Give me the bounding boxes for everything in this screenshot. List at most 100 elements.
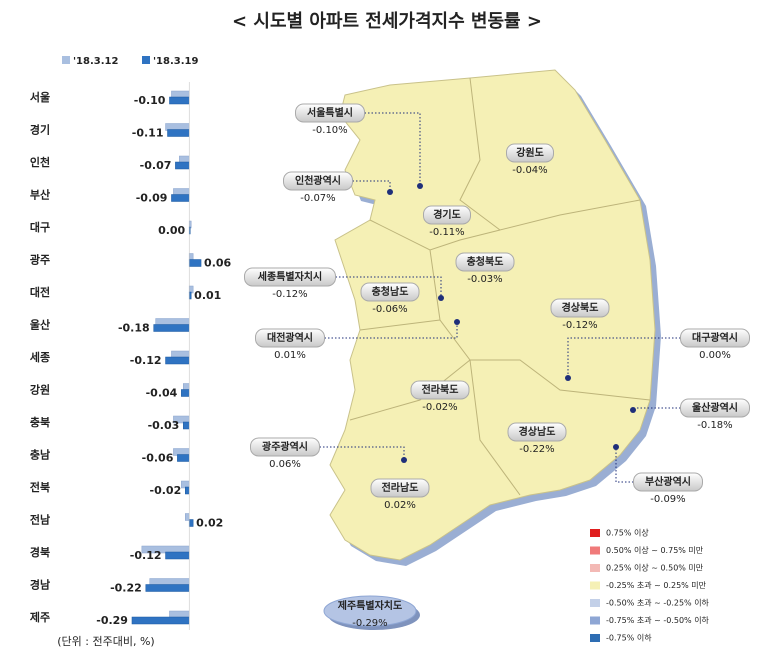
location-dot xyxy=(417,183,423,189)
category-label: 충남 xyxy=(30,448,50,462)
value-label: 0.01 xyxy=(194,289,221,302)
region-name: 경상남도 xyxy=(519,425,556,438)
region-name: 전라북도 xyxy=(422,383,459,396)
legend-label: -0.75% 이하 xyxy=(606,633,652,643)
region-box xyxy=(507,422,567,442)
region-value: -0.12% xyxy=(272,289,307,300)
legend-swatch xyxy=(142,56,150,64)
unit-note: (단위 : 전주대비, %) xyxy=(57,635,154,648)
value-label: -0.18 xyxy=(118,322,150,335)
region-value: -0.10% xyxy=(312,125,347,136)
legend-label: 0.75% 이상 xyxy=(606,528,649,538)
region-value: -0.12% xyxy=(562,320,597,331)
region-box xyxy=(244,267,336,287)
region-box xyxy=(680,398,750,418)
korea-map xyxy=(323,69,661,630)
leader-line xyxy=(364,112,421,186)
category-label: 대구 xyxy=(30,220,50,234)
region-box xyxy=(680,328,750,348)
region-name: 인천광역시 xyxy=(295,174,341,187)
bar xyxy=(185,486,190,495)
value-label: -0.10 xyxy=(134,94,166,107)
category-label: 경북 xyxy=(30,545,50,559)
bar xyxy=(169,96,190,105)
legend-swatch xyxy=(590,599,600,607)
region-value: -0.22% xyxy=(519,444,554,455)
region-name: 전라남도 xyxy=(382,481,419,494)
legend-swatch xyxy=(62,56,70,64)
legend-label: -0.25% 초과 ~ 0.25% 미만 xyxy=(606,581,707,590)
bar xyxy=(165,356,190,365)
region-name: 서울특별시 xyxy=(307,106,353,119)
region-name: 경기도 xyxy=(433,208,461,221)
region-value: -0.04% xyxy=(512,165,547,176)
category-label: 울산 xyxy=(30,318,50,332)
region-value: 0.00% xyxy=(699,350,731,361)
category-label: 광주 xyxy=(30,254,50,267)
region-value: -0.03% xyxy=(467,274,502,285)
legend-swatch xyxy=(590,529,600,537)
region-name: 부산광역시 xyxy=(645,475,691,488)
leader-line xyxy=(319,446,405,460)
region-value: -0.29% xyxy=(352,618,387,629)
bar xyxy=(171,194,190,202)
leader-line xyxy=(567,337,681,378)
bar xyxy=(185,513,190,521)
bar xyxy=(175,161,190,170)
legend-swatch xyxy=(590,634,600,642)
value-label: -0.22 xyxy=(110,582,142,595)
region-value: -0.18% xyxy=(697,420,732,431)
legend-swatch xyxy=(590,581,600,590)
value-label: 0.06 xyxy=(204,257,231,270)
region-value: 0.06% xyxy=(269,459,301,470)
category-label: 경기 xyxy=(30,123,50,137)
location-dot xyxy=(387,189,393,195)
value-label: 0.00 xyxy=(158,224,185,237)
region-value: 0.02% xyxy=(384,500,416,511)
location-dot xyxy=(565,375,571,381)
legend-label: '18.3.19 xyxy=(153,56,198,67)
region-box xyxy=(250,437,320,457)
leader-line xyxy=(615,447,634,483)
category-label: 경남 xyxy=(30,578,50,592)
category-label: 세종 xyxy=(30,350,50,364)
region-box xyxy=(423,205,471,225)
region-name: 광주광역시 xyxy=(262,440,308,453)
value-label: -0.02 xyxy=(150,484,182,497)
region-name: 경상북도 xyxy=(562,301,599,314)
region-name: 충청북도 xyxy=(467,255,504,268)
region-box xyxy=(455,252,515,272)
location-dot xyxy=(454,319,460,325)
legend-label: -0.75% 초과 ~ -0.50% 이하 xyxy=(606,615,710,625)
bar xyxy=(131,616,190,625)
value-label: -0.07 xyxy=(140,159,172,172)
value-label: 0.02 xyxy=(196,517,223,530)
legend-swatch xyxy=(590,564,600,572)
bar xyxy=(188,259,202,267)
region-box xyxy=(633,472,703,492)
location-dot xyxy=(630,407,636,413)
bar xyxy=(167,129,190,137)
bar xyxy=(153,324,190,332)
region-box xyxy=(295,103,365,123)
category-label: 제주 xyxy=(30,610,50,624)
value-label: -0.06 xyxy=(142,452,174,465)
location-dot xyxy=(401,457,407,463)
value-label: -0.03 xyxy=(148,419,180,432)
category-label: 강원 xyxy=(30,383,50,397)
category-label: 부산 xyxy=(30,188,50,202)
region-box xyxy=(550,298,610,318)
region-value: -0.09% xyxy=(650,494,685,505)
bar xyxy=(188,291,192,300)
value-label: -0.12 xyxy=(130,354,162,367)
region-value: -0.07% xyxy=(300,193,335,204)
title: < 시도별 아파트 전세가격지수 변동률 > xyxy=(232,11,542,32)
region-box xyxy=(506,143,554,163)
legend-label: '18.3.12 xyxy=(73,56,118,67)
region-box xyxy=(370,478,430,498)
region-value: 0.01% xyxy=(274,350,306,361)
category-label: 전남 xyxy=(30,513,50,527)
region-box xyxy=(255,328,325,348)
legend-label: 0.25% 이상 ~ 0.50% 미만 xyxy=(606,563,704,573)
